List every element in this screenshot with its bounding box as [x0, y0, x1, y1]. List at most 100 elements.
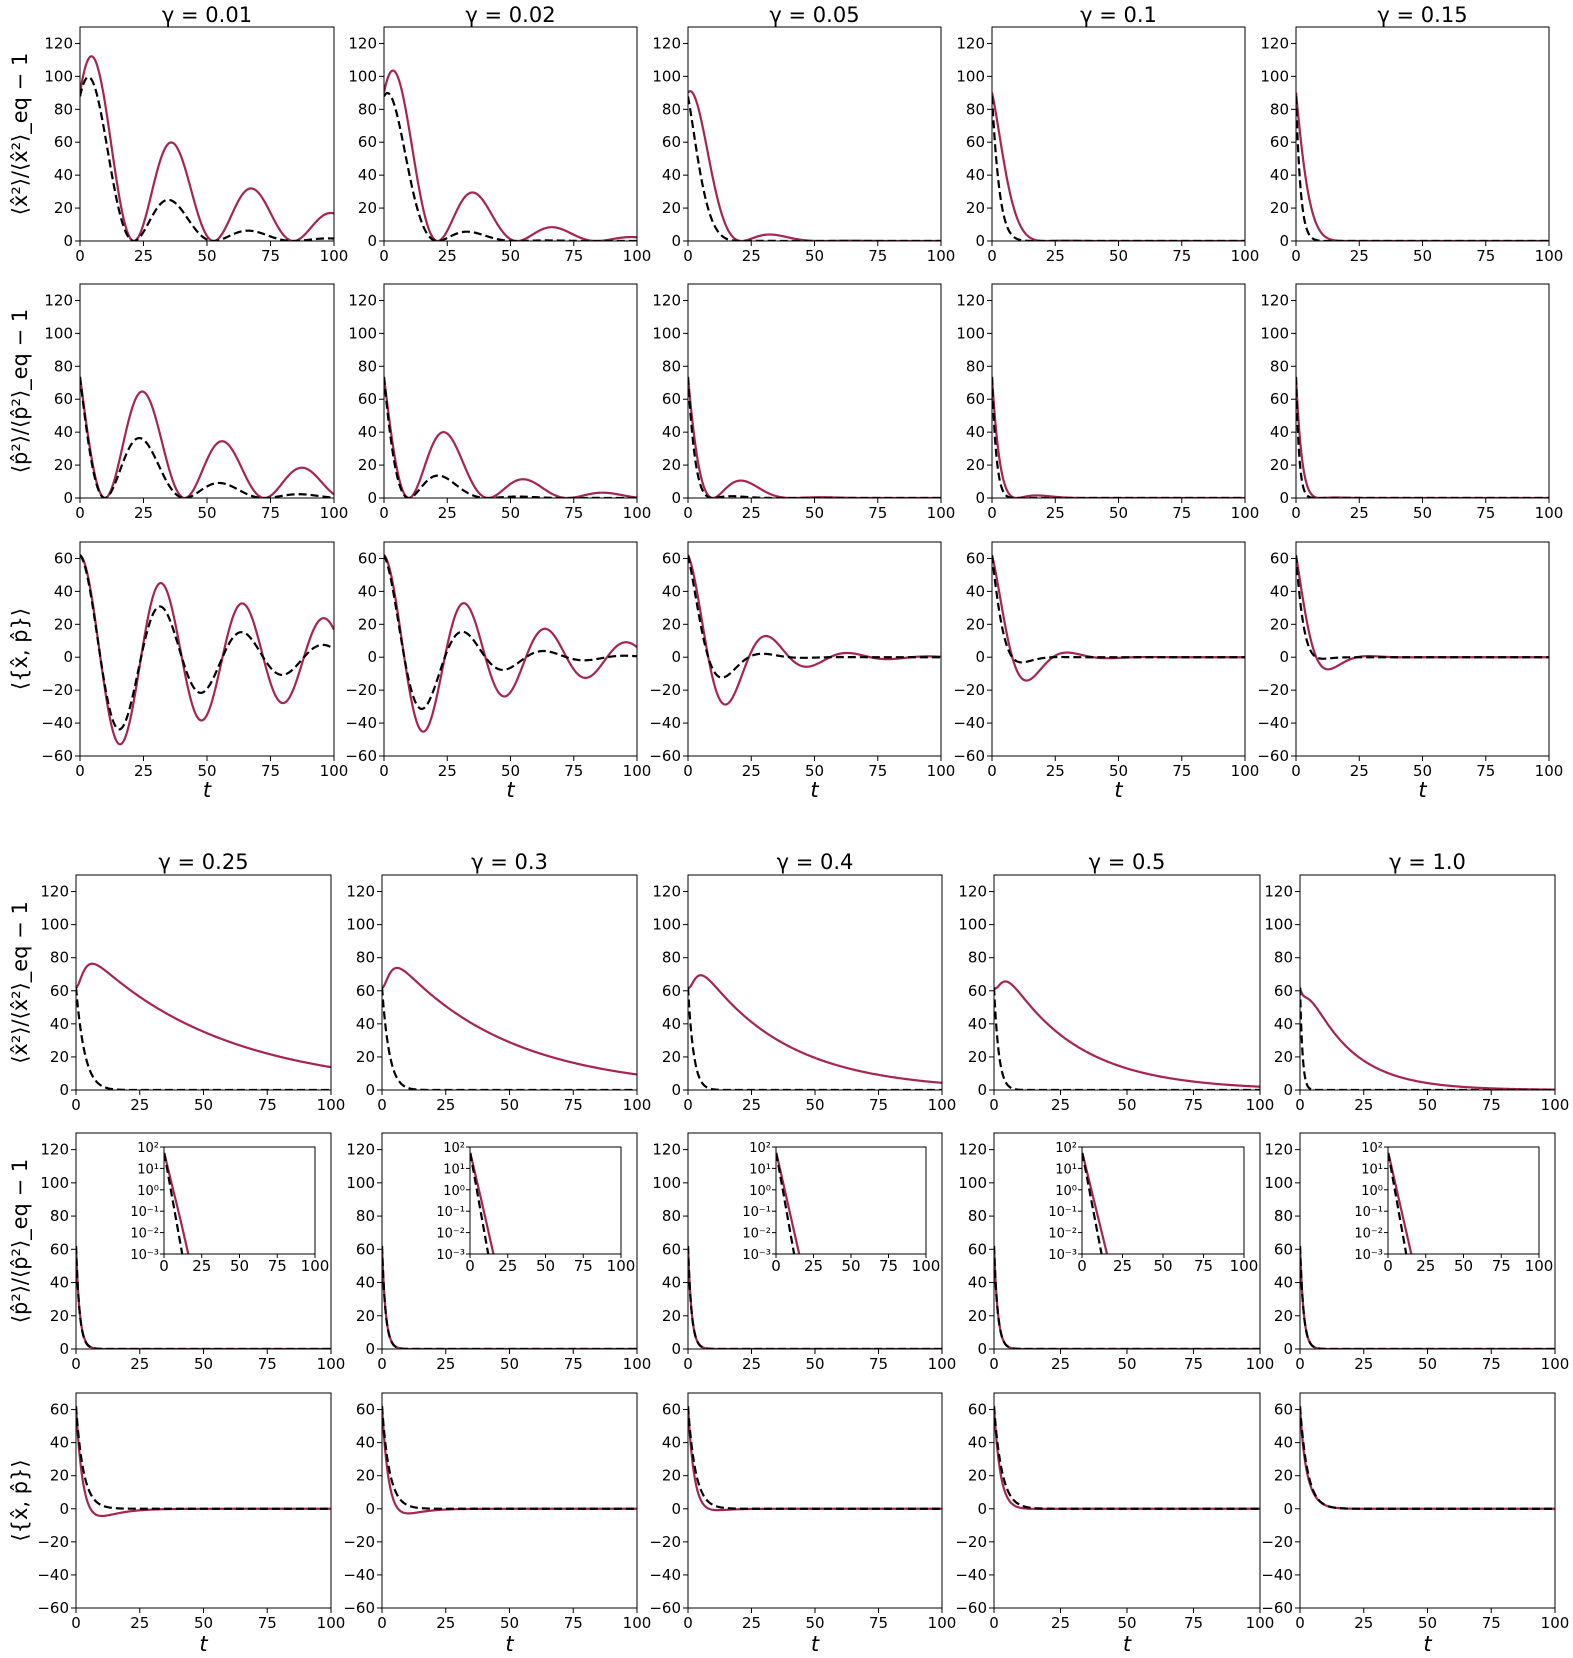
panel-title: γ = 0.01	[162, 3, 252, 27]
axes-frame	[383, 283, 638, 499]
y-tick-label: 0	[367, 648, 377, 666]
x-tick-label: 25	[130, 1355, 149, 1373]
y-tick-label: 20	[968, 1467, 987, 1485]
y-tick-label: 100	[958, 1174, 987, 1192]
x-tick-label: 50	[1117, 1096, 1136, 1114]
x-tick-label: 75	[564, 762, 583, 780]
y-tick-label: 40	[1274, 1434, 1293, 1452]
x-tick-label: 75	[564, 1096, 583, 1114]
y-tick-label: 100	[652, 324, 681, 342]
dashed-series-line	[76, 1406, 331, 1510]
y-tick-label: 0	[365, 1500, 375, 1518]
y-tick-label: 20	[358, 199, 377, 217]
panel-xp-gamma-0.25: −60 −40 −20 0 20 40 60 0 25 50 75 100	[37, 1392, 345, 1632]
y-tick-label: 0	[1279, 232, 1289, 250]
y-tick-label: 60	[968, 982, 987, 1000]
solid-series-line	[76, 1406, 331, 1518]
axes-frame	[993, 874, 1261, 1091]
y-tick-label: 0	[365, 1340, 375, 1358]
x-tick-label: 25	[1046, 762, 1065, 780]
solid-series-line	[1296, 376, 1549, 498]
dashed-series-line	[1300, 1406, 1555, 1510]
panel-x2-gamma-0.15: 0 20 40 60 80 100 120 0 25 50 75 100	[1260, 26, 1563, 265]
inset-x-tick-label: 50	[1153, 1257, 1172, 1275]
x-tick-label: 75	[1482, 1355, 1501, 1373]
y-tick-label: 40	[50, 1434, 69, 1452]
x-tick-label: 75	[261, 247, 280, 265]
panel-title: γ = 1.0	[1389, 850, 1466, 874]
y-tick-label: 40	[358, 423, 377, 441]
inset-y-tick-label: 10²	[137, 1141, 159, 1156]
y-tick-label: 0	[671, 648, 681, 666]
x-axis-label: t	[810, 778, 819, 802]
y-tick-label: 60	[662, 549, 681, 567]
x-tick-label: 25	[130, 1614, 149, 1632]
y-tick-label: 0	[975, 489, 985, 507]
y-tick-label: 20	[54, 199, 73, 217]
y-tick-label: 40	[1274, 1015, 1293, 1033]
dashed-series-line	[382, 987, 637, 1090]
solid-series-line	[992, 92, 1245, 241]
y-tick-label: 100	[346, 916, 375, 934]
inset-y-tick-label: 10⁰	[1361, 1184, 1383, 1199]
solid-series-line	[688, 1406, 942, 1512]
solid-series-line	[992, 554, 1245, 682]
y-tick-label: 0	[977, 1081, 987, 1099]
x-tick-label: 50	[1418, 1614, 1437, 1632]
y-tick-label: 100	[956, 324, 985, 342]
dashed-series-line	[992, 96, 1245, 241]
x-tick-label: 0	[379, 247, 389, 265]
y-tick-label: 0	[59, 1500, 69, 1518]
panel-title: γ = 0.3	[471, 850, 548, 874]
y-tick-label: 40	[1274, 1274, 1293, 1292]
y-axis-label: ⟨{x̂, p̂}⟩	[8, 1459, 32, 1541]
x-tick-label: 50	[500, 1614, 519, 1632]
x-tick-label: 100	[1231, 504, 1260, 522]
axes-frame	[1295, 541, 1550, 757]
inset-y-tick-label: 10⁰	[137, 1184, 159, 1199]
x-tick-label: 75	[1172, 504, 1191, 522]
y-tick-label: −20	[649, 681, 681, 699]
inset-x-tick-label: 100	[301, 1257, 330, 1275]
x-tick-label: 100	[623, 504, 652, 522]
y-tick-label: 60	[50, 982, 69, 1000]
x-tick-label: 100	[1246, 1614, 1275, 1632]
x-tick-label: 75	[869, 1614, 888, 1632]
inset-y-tick-label: 10⁻²	[1354, 1227, 1383, 1242]
y-tick-label: −60	[1257, 747, 1289, 765]
panel-x2-gamma-0.4: 0 20 40 60 80 100 120 0 25 50 75 100	[652, 874, 956, 1114]
y-tick-label: 60	[358, 390, 377, 408]
y-tick-label: 40	[662, 166, 681, 184]
y-tick-label: 120	[958, 1141, 987, 1159]
y-tick-label: 60	[1274, 982, 1293, 1000]
y-tick-label: 20	[662, 1048, 681, 1066]
y-tick-label: 80	[662, 1207, 681, 1225]
inset-x-tick-label: 75	[879, 1257, 898, 1275]
x-tick-label: 0	[683, 762, 693, 780]
dashed-series-line	[1296, 555, 1549, 660]
x-tick-label: 50	[1413, 247, 1432, 265]
y-axis-label: ⟨x̂²⟩/⟨x̂²⟩_eq − 1	[8, 53, 33, 216]
y-tick-label: 100	[1264, 1174, 1293, 1192]
y-tick-label: −40	[1257, 714, 1289, 732]
x-tick-label: 75	[1482, 1096, 1501, 1114]
solid-series-line	[382, 1406, 637, 1515]
x-tick-label: 25	[1046, 247, 1065, 265]
axes-frame	[1295, 26, 1550, 242]
dashed-series-line	[1296, 376, 1549, 498]
solid-series-line	[80, 55, 334, 241]
y-tick-label: 0	[671, 1340, 681, 1358]
x-axis-label: t	[1114, 778, 1123, 802]
solid-series-line	[994, 1406, 1260, 1510]
y-tick-label: 20	[662, 1467, 681, 1485]
x-tick-label: 50	[1418, 1096, 1437, 1114]
inset-x-tick-label: 25	[192, 1257, 211, 1275]
y-tick-label: 0	[1279, 648, 1289, 666]
x-tick-label: 25	[1354, 1614, 1373, 1632]
x-tick-label: 75	[258, 1614, 277, 1632]
y-tick-label: 60	[356, 1401, 375, 1419]
x-tick-label: 25	[438, 504, 457, 522]
x-tick-label: 0	[987, 247, 997, 265]
y-tick-label: 120	[348, 291, 377, 309]
